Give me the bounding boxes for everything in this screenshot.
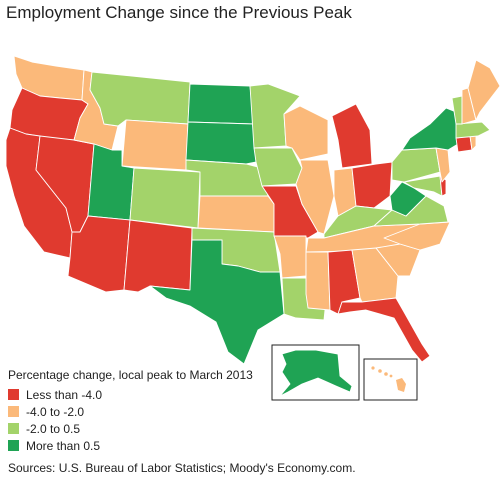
state-mo[interactable] (261, 185, 319, 239)
state-sd[interactable] (185, 121, 257, 165)
state-mi[interactable] (331, 103, 373, 169)
state-ny[interactable] (401, 107, 459, 151)
state-co[interactable] (129, 167, 201, 229)
legend-item-minus-4-to-minus-2: -4.0 to -2.0 (8, 403, 253, 420)
state-fl[interactable] (337, 297, 431, 363)
state-hi[interactable] (371, 366, 406, 392)
state-mt[interactable] (89, 71, 191, 127)
state-ia[interactable] (253, 147, 303, 187)
state-ar[interactable] (273, 235, 307, 279)
state-ct[interactable] (455, 135, 473, 153)
state-tx[interactable] (149, 239, 285, 365)
state-sc[interactable] (375, 243, 421, 277)
state-me[interactable] (467, 59, 501, 121)
state-ak[interactable] (279, 349, 353, 397)
state-il[interactable] (295, 159, 335, 235)
legend-item-less-than-minus-4: Less than -4.0 (8, 386, 253, 403)
legend-swatch (8, 440, 19, 451)
legend-swatch (8, 389, 19, 400)
legend-item-label: -4.0 to -2.0 (26, 404, 85, 419)
legend-swatch (8, 423, 19, 434)
map-title: Employment Change since the Previous Pea… (6, 3, 352, 22)
state-ma[interactable] (455, 121, 491, 139)
legend-item-label: -2.0 to 0.5 (26, 421, 81, 436)
state-md[interactable] (403, 175, 443, 197)
legend-swatch (8, 406, 19, 417)
state-ks[interactable] (197, 195, 275, 233)
state-nm[interactable] (123, 219, 193, 293)
state-wy[interactable] (121, 119, 189, 171)
state-nd[interactable] (187, 83, 255, 125)
state-wi[interactable] (283, 105, 329, 161)
hawaii-inset-frame (363, 358, 418, 401)
legend-item-minus-2-to-0-5: -2.0 to 0.5 (8, 420, 253, 437)
legend: Percentage change, local peak to March 2… (8, 368, 253, 454)
legend-item-label: More than 0.5 (26, 438, 101, 453)
legend-item-label: Less than -4.0 (26, 387, 103, 402)
state-oh[interactable] (351, 161, 393, 209)
legend-title: Percentage change, local peak to March 2… (8, 368, 253, 382)
state-ms[interactable] (305, 251, 331, 311)
source-note: Sources: U.S. Bureau of Labor Statistics… (8, 461, 356, 475)
legend-item-more-than-0-5: More than 0.5 (8, 437, 253, 454)
